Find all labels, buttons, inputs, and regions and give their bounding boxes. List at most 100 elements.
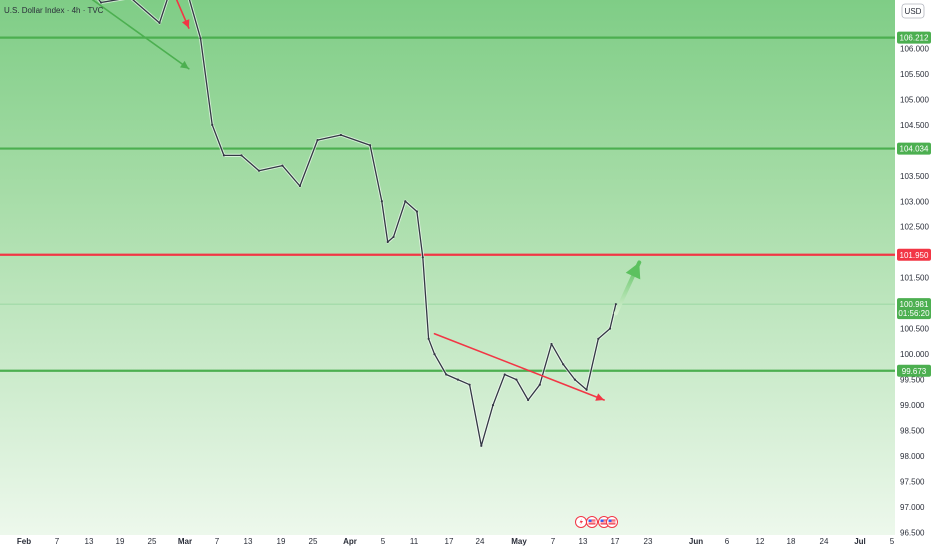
price-point-20 <box>404 200 407 203</box>
price-point-14 <box>316 139 319 142</box>
price-point-38 <box>597 337 600 340</box>
level-badge-label-1: 104.034 <box>900 145 929 154</box>
flash-event-icon[interactable] <box>575 516 587 528</box>
price-point-23 <box>427 337 430 340</box>
x-tick-label-1: 7 <box>55 537 60 546</box>
price-point-26 <box>456 378 459 381</box>
price-point-33 <box>538 383 541 386</box>
y-tick-label-0: 106.000 <box>900 44 929 53</box>
level-badge-1 <box>897 142 931 155</box>
level-badge-label-2: 101.950 <box>900 251 929 260</box>
level-badge-label-3: 99.673 <box>902 367 927 376</box>
currency-label: USD <box>905 7 922 16</box>
x-tick-label-25: Jul <box>854 537 866 546</box>
annotation-arrow-head-1 <box>179 60 189 69</box>
price-point-18 <box>386 240 389 244</box>
x-tick-label-23: 18 <box>787 537 796 546</box>
price-layer <box>97 0 618 448</box>
levels-layer <box>0 36 895 372</box>
price-point-36 <box>573 378 577 381</box>
annotation-layer <box>89 0 642 401</box>
y-tick-label-5: 103.500 <box>900 172 929 181</box>
price-point-10 <box>240 154 243 157</box>
price-point-28 <box>480 444 483 447</box>
x-tick-label-21: 6 <box>725 537 730 546</box>
x-tick-label-24: 24 <box>820 537 829 546</box>
y-tick-label-14: 99.000 <box>900 401 925 410</box>
price-point-24 <box>433 353 436 356</box>
level-badge-2 <box>897 248 931 261</box>
time-axis: Feb 7 13 19 25 Mar 7 13 19 25 Apr 5 11 17 24 May 7 13 17 23… <box>17 537 895 546</box>
current-price-label: 100.981 <box>900 300 929 309</box>
price-point-32 <box>527 398 530 402</box>
x-tick-label-0: Feb <box>17 537 31 546</box>
x-tick-label-22: 12 <box>756 537 765 546</box>
price-point-8 <box>211 123 214 126</box>
x-tick-label-7: 13 <box>244 537 253 546</box>
y-tick-label-17: 97.500 <box>900 478 925 487</box>
price-point-17 <box>380 200 383 203</box>
price-point-4 <box>158 21 161 25</box>
price-point-16 <box>369 144 372 147</box>
x-tick-label-26: 5 <box>890 537 895 546</box>
x-tick-label-8: 19 <box>277 537 286 546</box>
y-tick-label-7: 102.500 <box>900 223 929 232</box>
x-tick-label-19: 23 <box>644 537 653 546</box>
x-tick-label-17: 13 <box>579 537 588 546</box>
x-tick-label-13: 17 <box>445 537 454 546</box>
price-point-29 <box>491 403 495 407</box>
y-tick-label-3: 104.500 <box>900 121 929 130</box>
price-point-25 <box>445 373 448 376</box>
price-point-39 <box>608 327 612 330</box>
price-point-19 <box>392 235 395 239</box>
level-badge-label-0: 106.212 <box>900 34 929 43</box>
y-tick-label-18: 97.000 <box>900 503 925 512</box>
price-point-34 <box>550 342 553 346</box>
x-tick-label-16: 7 <box>551 537 556 546</box>
price-point-35 <box>562 363 565 366</box>
x-tick-label-2: 13 <box>85 537 94 546</box>
price-point-9 <box>222 154 225 157</box>
annotation-arrow-1[interactable] <box>89 0 190 70</box>
y-tick-label-19: 96.500 <box>900 528 925 537</box>
x-tick-label-11: 5 <box>381 537 386 546</box>
y-tick-label-13: 99.500 <box>900 376 925 385</box>
price-point-13 <box>298 184 302 188</box>
us-flag-event-icon[interactable] <box>586 516 598 528</box>
y-tick-label-15: 98.500 <box>900 427 925 436</box>
x-tick-label-4: 25 <box>148 537 157 546</box>
event-markers <box>575 516 618 528</box>
annotation-arrow-head-3 <box>625 262 641 280</box>
x-tick-label-6: 7 <box>215 537 220 546</box>
y-tick-label-16: 98.000 <box>900 452 925 461</box>
x-tick-label-18: 17 <box>611 537 620 546</box>
chart-title: U.S. Dollar Index · 4h · TVC <box>4 6 104 15</box>
price-point-21 <box>415 210 419 213</box>
price-point-2 <box>99 1 103 4</box>
annotation-arrow-2[interactable] <box>433 332 605 401</box>
y-tick-label-12: 100.000 <box>900 350 929 359</box>
currency-button[interactable]: USD <box>901 3 925 19</box>
x-tick-label-15: May <box>511 537 527 546</box>
x-tick-label-5: Mar <box>178 537 192 546</box>
price-point-11 <box>257 169 261 172</box>
y-tick-label-6: 103.000 <box>900 197 929 206</box>
y-tick-label-9: 101.500 <box>900 274 929 283</box>
x-tick-label-3: 19 <box>116 537 125 546</box>
price-point-7 <box>199 37 202 40</box>
x-tick-label-12: 11 <box>410 537 419 546</box>
price-point-40 <box>614 303 617 306</box>
current-price-badge <box>897 298 931 320</box>
price-point-31 <box>515 378 518 381</box>
price-point-30 <box>503 373 506 376</box>
price-point-37 <box>585 388 588 391</box>
x-tick-label-10: Apr <box>343 537 357 546</box>
level-badge-3 <box>897 364 931 377</box>
countdown-label: 01:56:20 <box>898 309 930 318</box>
y-tick-label-11: 100.500 <box>900 325 929 334</box>
us-flag-event-icon[interactable] <box>606 516 618 528</box>
level-badges: 106.212 104.034 101.950 99.673 100.98101:56:… <box>897 31 931 377</box>
price-point-22 <box>421 256 424 259</box>
y-tick-label-2: 105.000 <box>900 95 929 104</box>
